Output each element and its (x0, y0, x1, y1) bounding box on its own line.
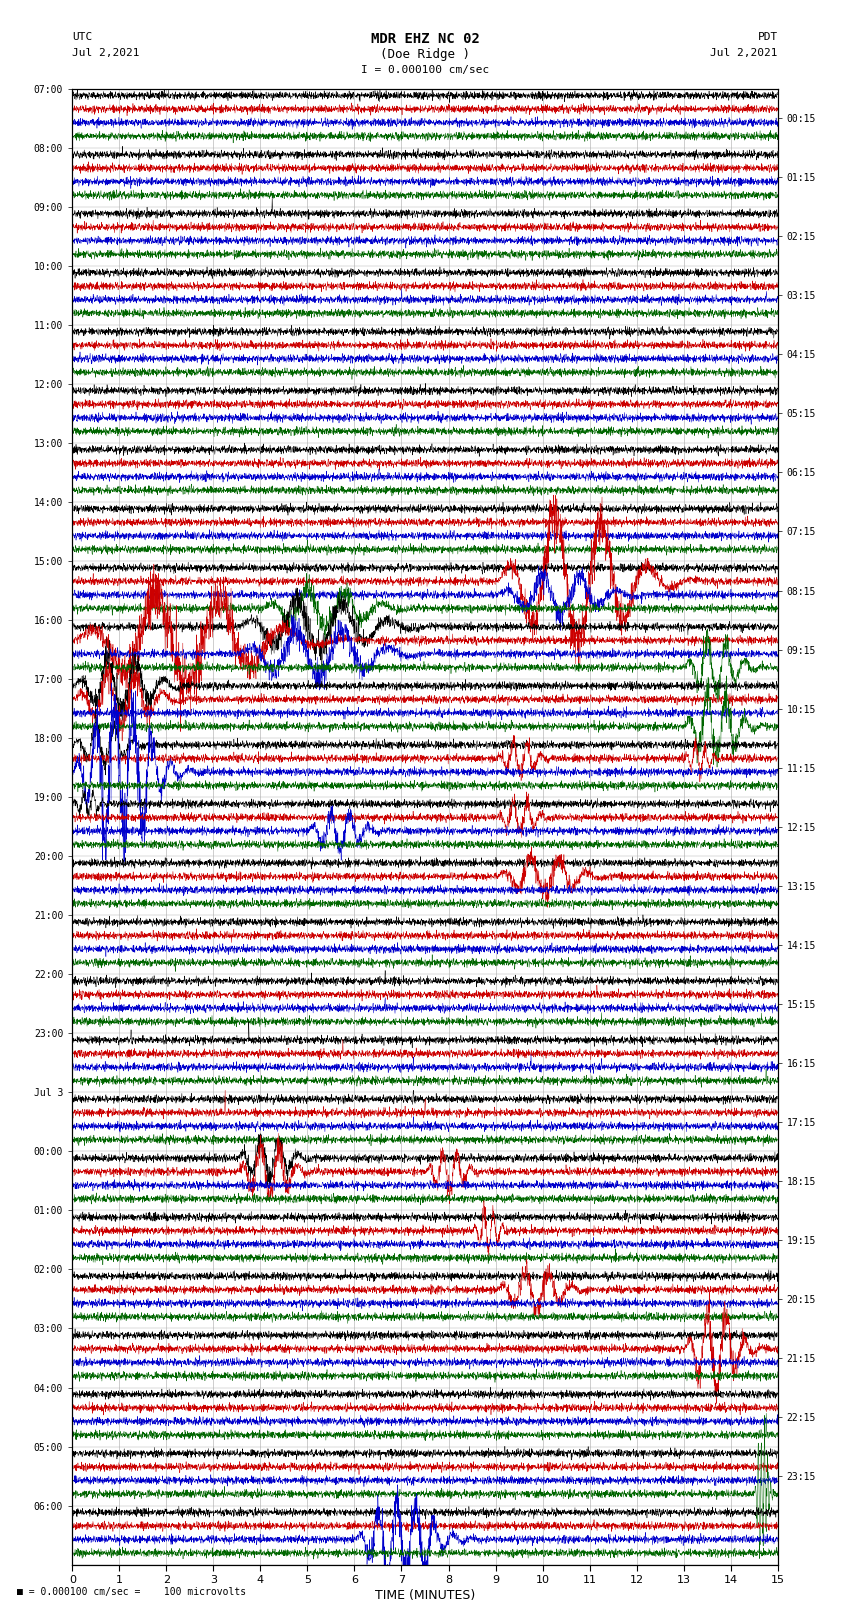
X-axis label: TIME (MINUTES): TIME (MINUTES) (375, 1589, 475, 1602)
Text: (Doe Ridge ): (Doe Ridge ) (380, 48, 470, 61)
Text: UTC: UTC (72, 32, 93, 42)
Text: MDR EHZ NC 02: MDR EHZ NC 02 (371, 32, 479, 47)
Text: PDT: PDT (757, 32, 778, 42)
Text: I = 0.000100 cm/sec: I = 0.000100 cm/sec (361, 65, 489, 74)
Text: ■ = 0.000100 cm/sec =    100 microvolts: ■ = 0.000100 cm/sec = 100 microvolts (17, 1587, 246, 1597)
Text: Jul 2,2021: Jul 2,2021 (711, 48, 778, 58)
Text: Jul 2,2021: Jul 2,2021 (72, 48, 139, 58)
